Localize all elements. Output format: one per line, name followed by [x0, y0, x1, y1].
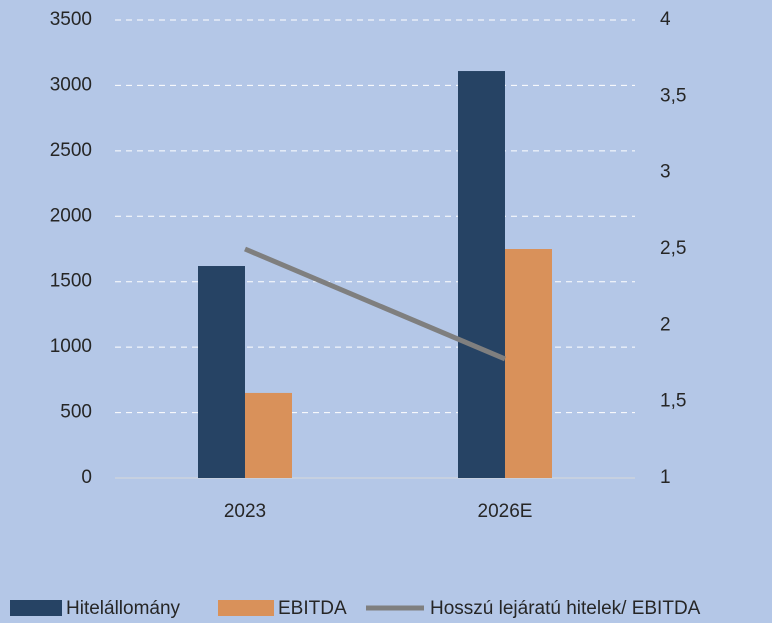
y-tick-label: 1500 [50, 271, 92, 292]
y2-tick-label: 3,5 [660, 85, 686, 106]
legend-swatch [10, 600, 62, 616]
y2-tick-label: 4 [660, 9, 671, 30]
y-tick-label: 500 [60, 402, 92, 423]
y2-tick-label: 2,5 [660, 238, 686, 259]
y2-tick-label: 2 [660, 314, 671, 335]
bar [505, 249, 552, 478]
y-tick-label: 3000 [50, 74, 92, 95]
y-tick-label: 3500 [50, 9, 92, 30]
y-tick-label: 2000 [50, 205, 92, 226]
legend-label: EBITDA [278, 598, 347, 619]
y-tick-label: 1000 [50, 336, 92, 357]
x-tick-label: 2023 [224, 501, 266, 522]
x-tick-label: 2026E [478, 501, 533, 522]
bar [458, 71, 505, 478]
y2-tick-label: 1 [660, 467, 671, 488]
legend-label: Hitelállomány [66, 598, 181, 619]
y2-tick-label: 1,5 [660, 391, 686, 412]
bar [198, 266, 245, 478]
legend-label: Hosszú lejáratú hitelek/ EBITDA [430, 598, 701, 619]
legend-swatch [218, 600, 274, 616]
bar [245, 392, 292, 478]
y-tick-label: 0 [81, 467, 92, 488]
line-series [244, 246, 506, 362]
y-tick-label: 2500 [50, 140, 92, 161]
y2-tick-label: 3 [660, 162, 671, 183]
